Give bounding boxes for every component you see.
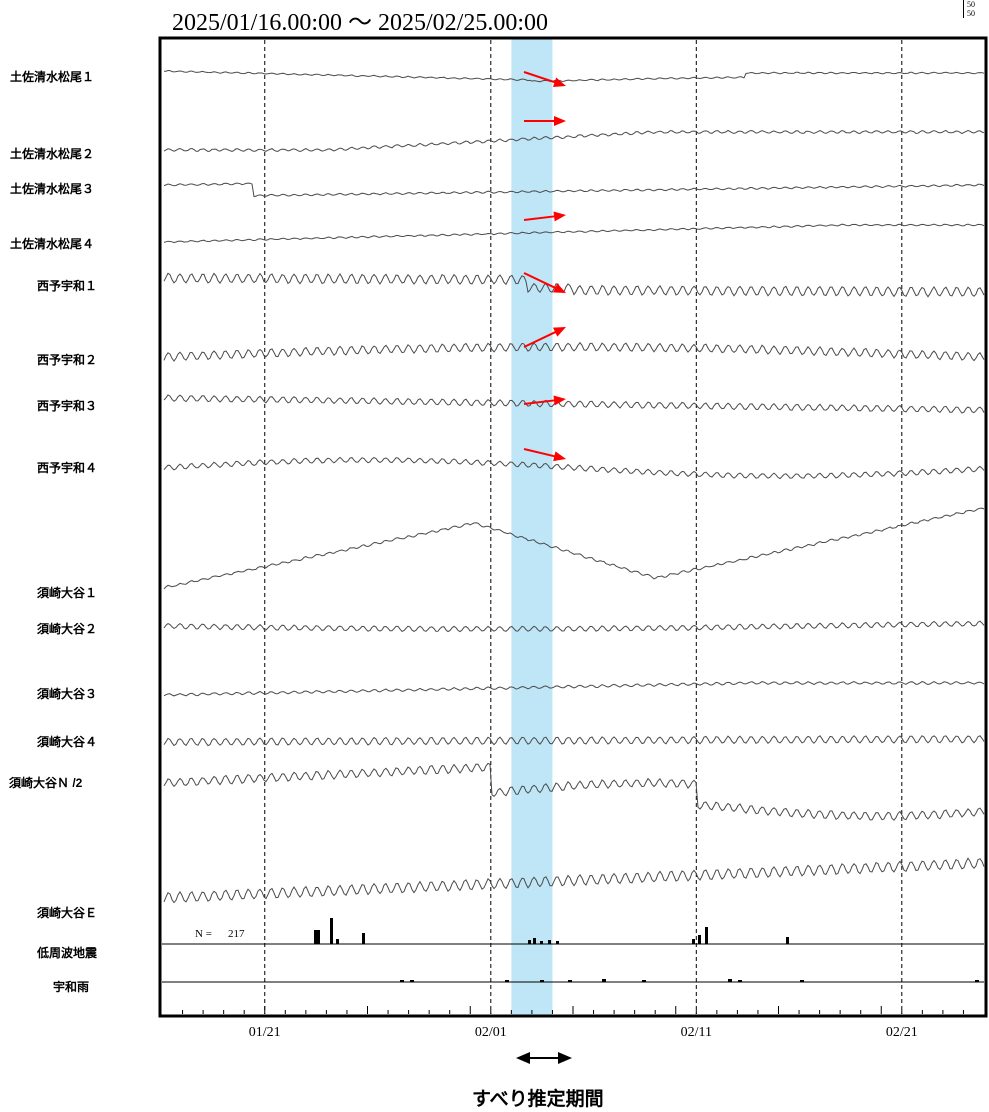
lfe-bar <box>528 940 531 944</box>
station-label: 西予宇和２ <box>37 353 98 367</box>
red-arrow-head <box>553 283 566 293</box>
station-label: 土佐清水松尾４ <box>10 237 95 251</box>
lfe-bar <box>533 938 536 944</box>
rain-bar <box>568 980 572 982</box>
station-label: 西予宇和４ <box>37 461 98 475</box>
n-value: 217 <box>228 928 245 940</box>
trace-line <box>163 272 985 298</box>
lfe-bar <box>548 940 551 944</box>
lfe-bar <box>362 933 365 944</box>
rain-bar <box>800 980 804 982</box>
station-label: 宇和雨 <box>53 980 90 994</box>
station-label: 土佐清水松尾１ <box>10 70 95 84</box>
station-label: 須崎大谷Ｅ <box>37 906 98 920</box>
trace-line <box>163 129 985 153</box>
station-label: 土佐清水松尾３ <box>10 182 95 196</box>
red-arrow <box>523 448 557 458</box>
period-label: すべり推定期間 <box>472 1089 604 1110</box>
red-arrow-head <box>553 77 566 87</box>
station-label: 西予宇和３ <box>37 399 98 413</box>
trace-line <box>163 762 985 821</box>
rain-bar <box>728 979 732 982</box>
red-arrow <box>523 215 557 221</box>
red-arrow <box>523 399 557 405</box>
rain-bar <box>400 980 404 982</box>
red-arrow-head <box>553 211 566 222</box>
station-label: 須崎大谷３ <box>37 687 98 701</box>
rain-bar <box>975 980 979 982</box>
rain-bar <box>410 980 414 982</box>
period-arrow-right <box>558 1052 572 1064</box>
lfe-bar <box>698 935 701 944</box>
plot-frame <box>158 36 988 1018</box>
trace-line <box>163 857 985 904</box>
red-arrow-head <box>553 451 566 462</box>
rain-bar <box>642 980 646 982</box>
station-label: 須崎大谷２ <box>37 622 98 636</box>
station-label: 土佐清水松尾２ <box>10 147 95 161</box>
lfe-bar <box>705 927 708 944</box>
trace-line <box>163 456 985 480</box>
lfe-bar <box>786 937 789 944</box>
scale-note-line: 50 <box>967 0 975 9</box>
lfe-bar <box>314 930 317 944</box>
rain-bar <box>505 980 509 982</box>
rain-bar <box>738 980 742 982</box>
red-arrow <box>523 272 558 290</box>
station-label: 須崎大谷４ <box>37 735 98 749</box>
x-tick-label: 02/11 <box>681 1025 712 1040</box>
lfe-bar <box>317 930 320 944</box>
red-arrow-head <box>553 395 566 406</box>
trace-line <box>163 182 985 198</box>
station-label: 須崎大谷１ <box>37 586 98 600</box>
highlight-period <box>511 38 553 1016</box>
scale-note: 50 50 <box>963 0 975 18</box>
x-tick-label: 02/01 <box>475 1025 507 1040</box>
trace-line <box>163 394 985 414</box>
scale-note-line: 50 <box>967 9 975 18</box>
trace-line <box>163 69 985 83</box>
rain-bar <box>602 979 606 982</box>
lfe-bar <box>330 918 333 944</box>
trace-line <box>163 341 985 362</box>
station-label: 低周波地震 <box>37 946 98 960</box>
trace-line <box>163 223 985 244</box>
lfe-bar <box>540 941 543 944</box>
red-arrow <box>523 330 558 348</box>
chart-title: 2025/01/16.00:00 ～ 2025/02/25.00:00 <box>172 10 549 36</box>
station-label: 須崎大谷Ｎ /2 <box>9 776 83 790</box>
period-arrow-left <box>516 1052 530 1064</box>
rain-bar <box>540 980 544 982</box>
n-label: N = <box>195 928 212 940</box>
lfe-bar <box>556 941 559 944</box>
x-tick-label: 02/21 <box>886 1025 918 1040</box>
red-arrow <box>523 71 557 84</box>
trace-line <box>163 681 985 697</box>
station-label: 西予宇和１ <box>37 279 98 293</box>
x-tick-label: 01/21 <box>249 1025 281 1040</box>
lfe-bar <box>336 939 339 944</box>
red-arrow-head <box>554 116 566 126</box>
trace-line <box>163 620 985 633</box>
lfe-bar <box>692 939 695 944</box>
trace-line <box>163 507 985 590</box>
red-arrow-head <box>553 327 566 337</box>
trace-line <box>163 735 985 747</box>
